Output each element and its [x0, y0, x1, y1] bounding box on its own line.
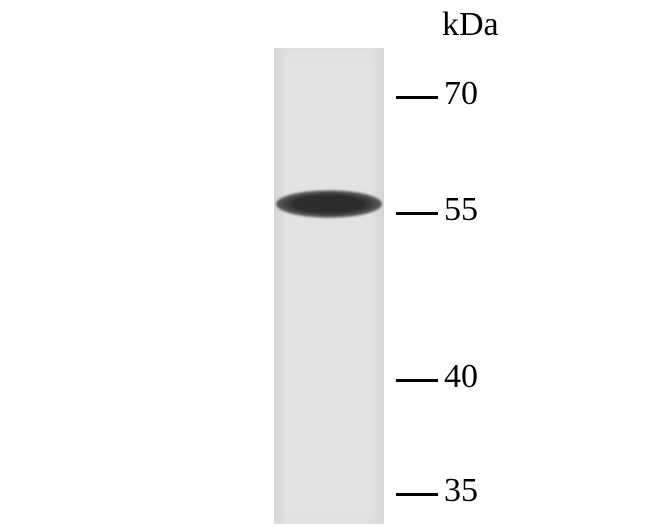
unit-label-kda: kDa	[442, 6, 499, 44]
marker-label-35: 35	[444, 472, 478, 510]
blot-lane	[274, 48, 384, 524]
marker-label-40: 40	[444, 358, 478, 396]
blot-figure: kDa 70 55 40 35	[0, 0, 650, 532]
marker-tick-40	[396, 379, 438, 382]
marker-tick-55	[396, 212, 438, 215]
marker-tick-35	[396, 493, 438, 496]
marker-label-55: 55	[444, 191, 478, 229]
band-0	[276, 190, 382, 218]
marker-label-70: 70	[444, 75, 478, 113]
marker-tick-70	[396, 96, 438, 99]
